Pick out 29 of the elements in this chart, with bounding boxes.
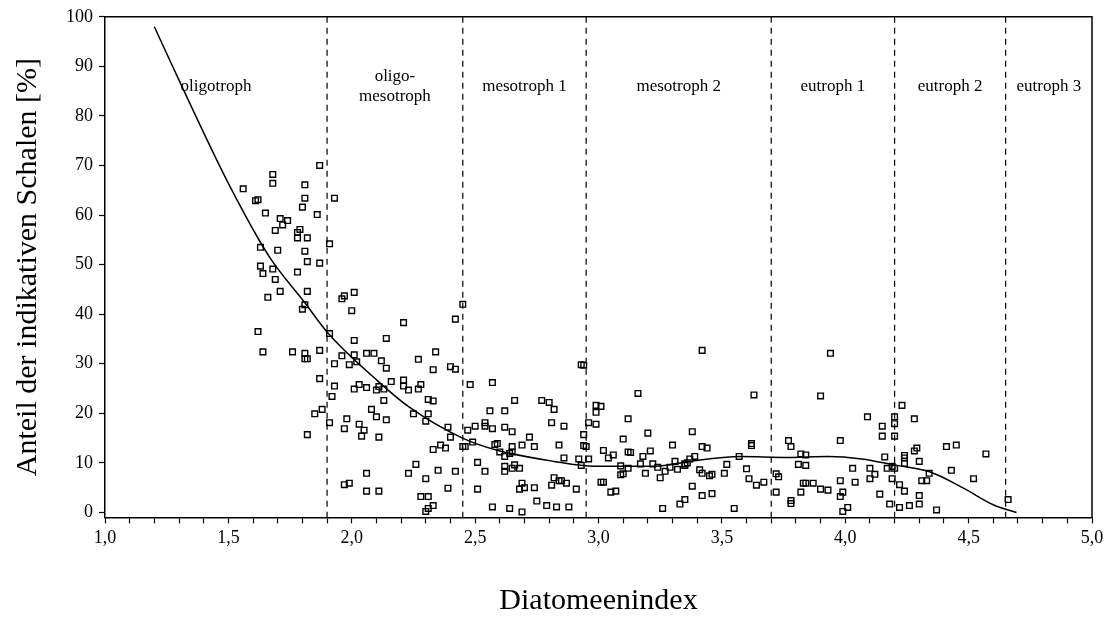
x-tick-label: 2,0 <box>340 526 363 547</box>
x-tick-label: 4,0 <box>834 526 857 547</box>
x-tick-label: 2,5 <box>463 526 487 547</box>
annotation: oligo- mesotroph <box>359 66 432 106</box>
y-tick-label: 50 <box>75 253 93 274</box>
y-tick-label: 40 <box>75 302 93 323</box>
x-axis-title: Diatomeenindex <box>499 581 698 615</box>
x-tick-label: 3,0 <box>587 526 610 547</box>
y-tick-label: 90 <box>75 55 93 76</box>
annotation: eutroph 2 <box>917 76 983 96</box>
y-tick-label: 30 <box>75 352 93 373</box>
annotation: eutroph 1 <box>800 76 866 96</box>
y-tick-label: 60 <box>75 203 93 224</box>
x-tick-label: 1,0 <box>93 526 117 547</box>
x-tick-label: 5,0 <box>1080 526 1104 547</box>
y-tick-label: 10 <box>75 451 93 472</box>
y-tick-label: 20 <box>75 402 93 423</box>
annotation: oligotroph <box>180 76 252 96</box>
y-axis-title: Anteil der indikativen Schalen [%] <box>8 58 42 477</box>
y-tick-label: 100 <box>66 5 93 26</box>
annotation: eutroph 3 <box>1016 76 1082 96</box>
y-tick-label: 80 <box>75 104 93 125</box>
annotation: mesotroph 2 <box>636 76 721 96</box>
x-tick-label: 4,5 <box>957 526 980 547</box>
x-tick-label: 3,5 <box>710 526 734 547</box>
y-tick-label: 0 <box>84 501 93 522</box>
annotation: mesotroph 1 <box>482 76 567 96</box>
y-tick-label: 70 <box>75 154 93 175</box>
x-tick-label: 1,5 <box>217 526 240 547</box>
